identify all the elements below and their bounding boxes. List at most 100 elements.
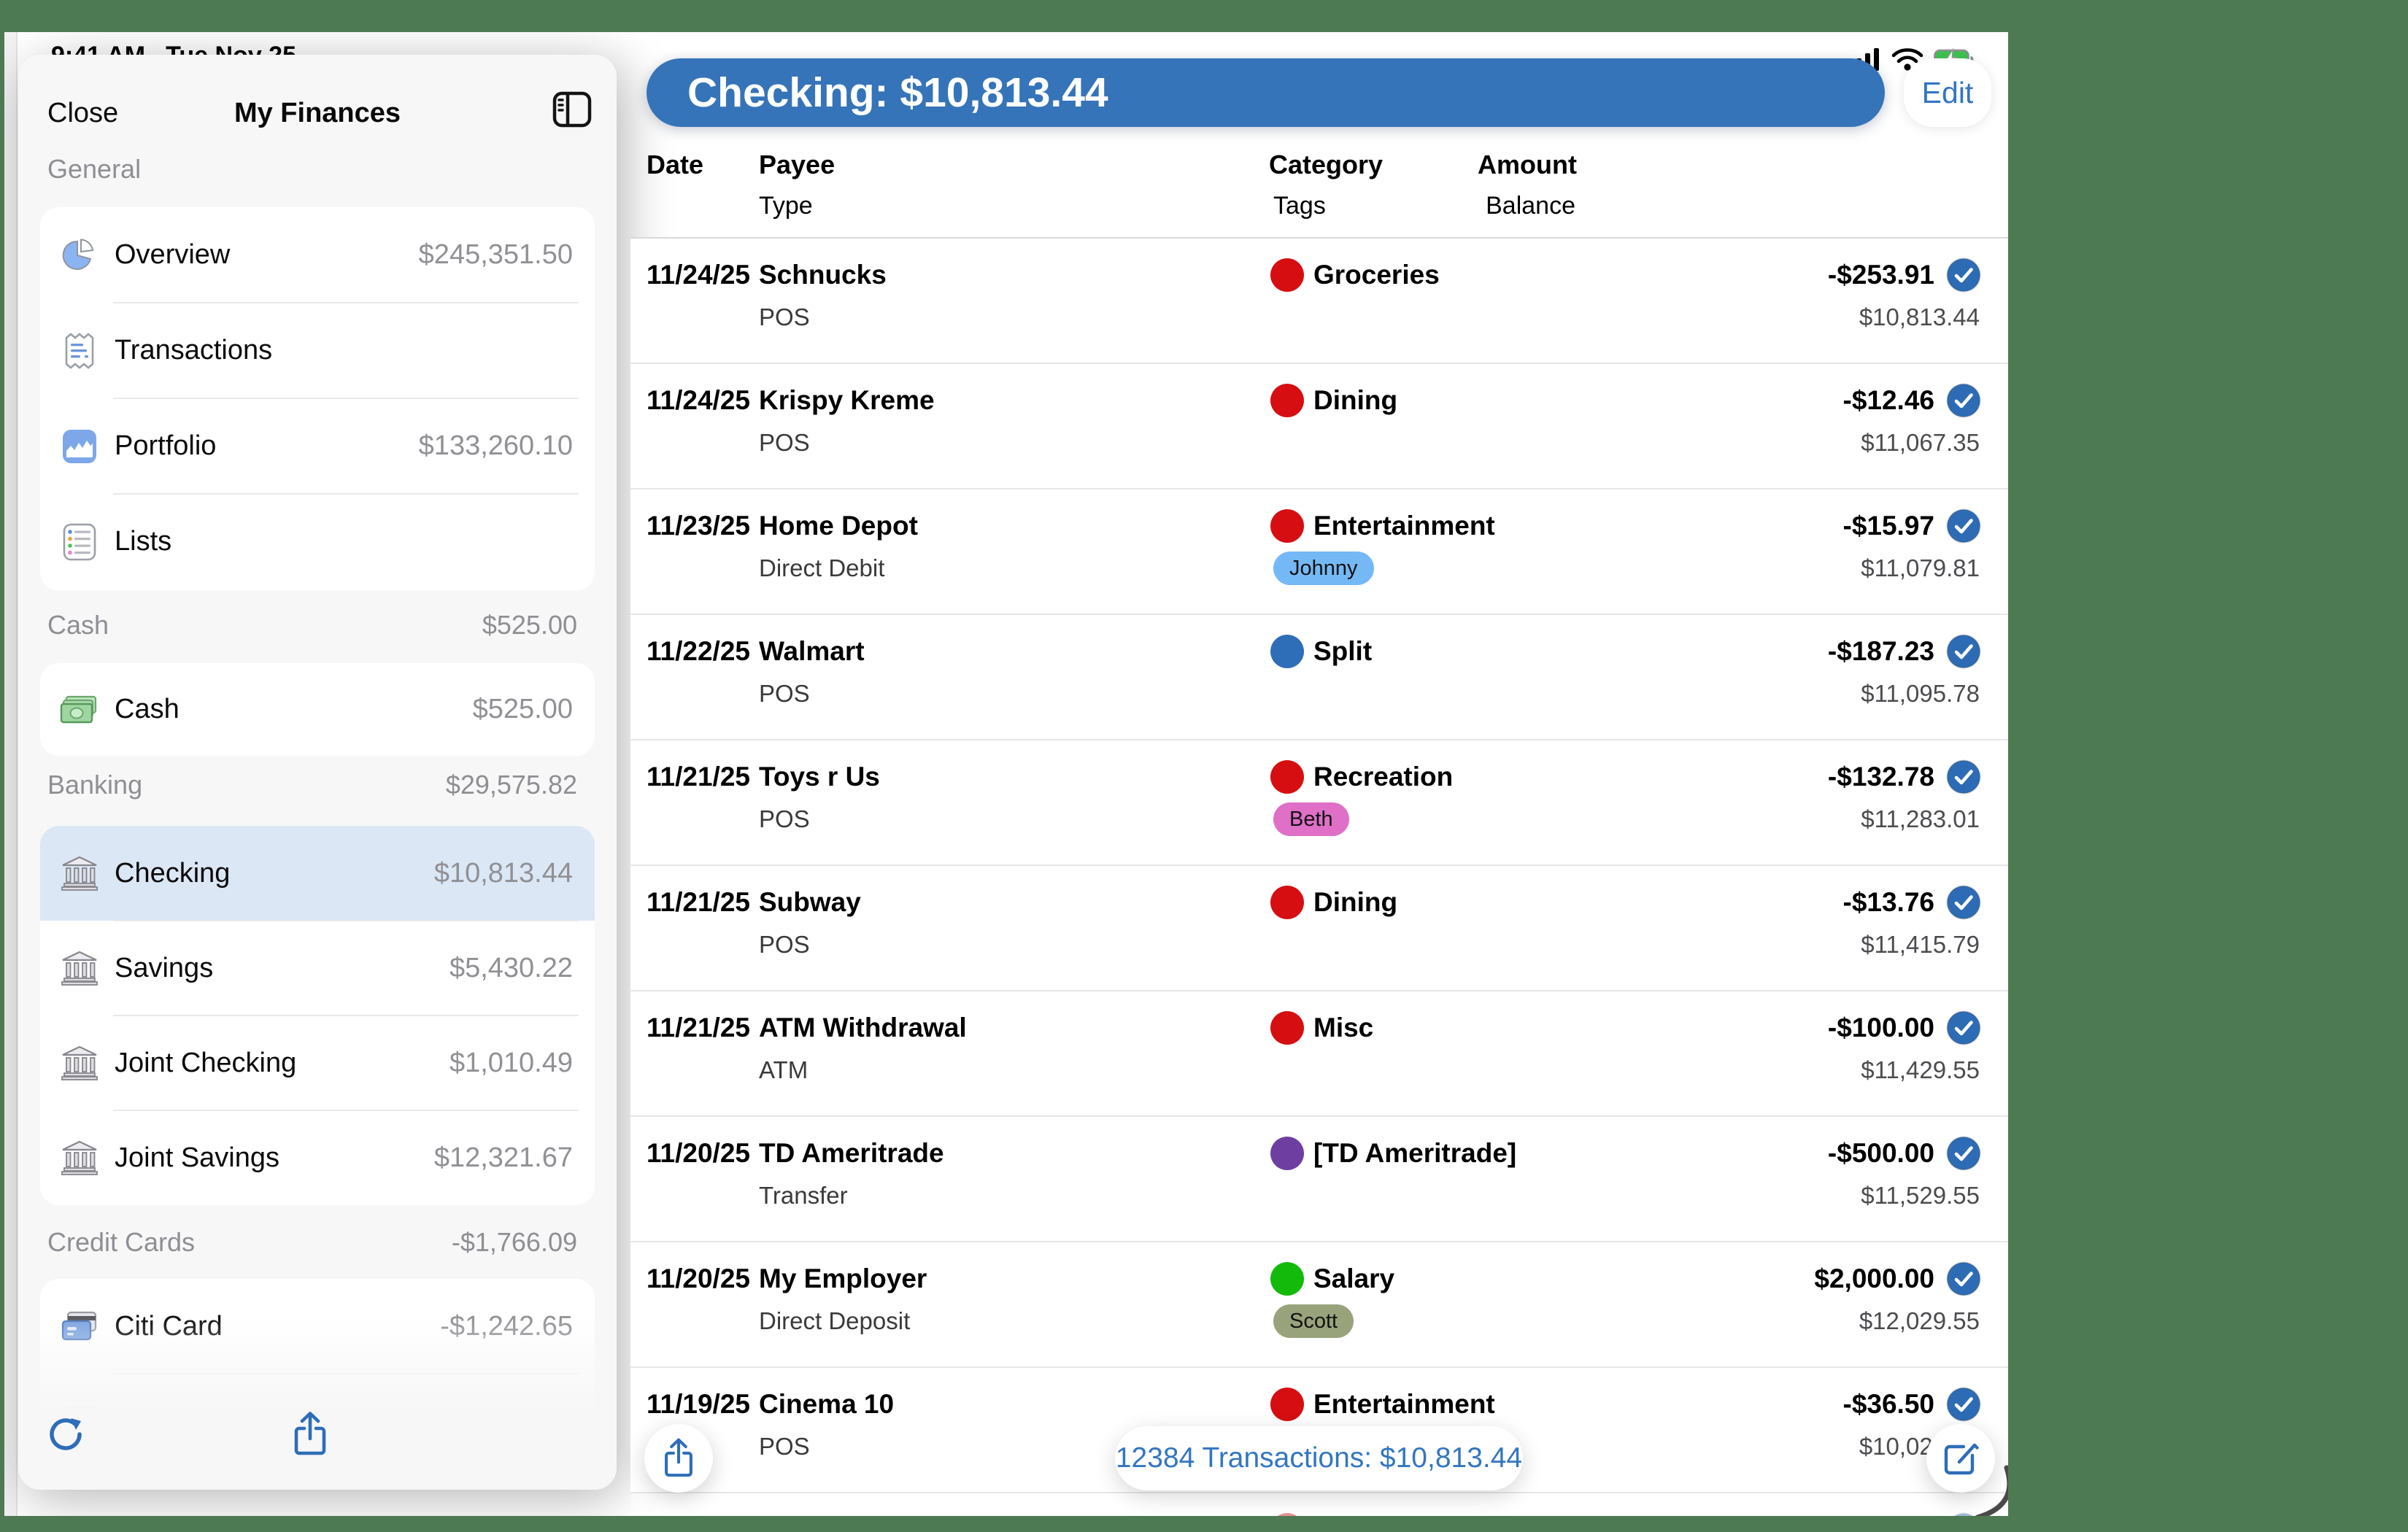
account-header-pill[interactable]: Checking: $10,813.44 <box>647 58 1885 127</box>
table-row[interactable]: 11/24/25 Krispy Kreme Dining -$12.46 POS… <box>630 364 2008 490</box>
category-dot <box>1270 1011 1304 1045</box>
bank-icon <box>59 1042 100 1083</box>
category-dot <box>1270 635 1304 668</box>
column-header-date: Date <box>647 150 704 179</box>
category-dot <box>1270 1513 1304 1516</box>
txn-type: POS <box>759 680 810 707</box>
txn-category: [TD Ameritrade] <box>1313 1138 1517 1168</box>
sidebar-item-amount: $5,430.22 <box>449 952 573 983</box>
txn-type: POS <box>759 1433 810 1460</box>
txn-payee: Home Depot <box>759 511 918 541</box>
table-row[interactable]: 11/21/25 Subway Dining -$13.76 POS $11,4… <box>630 866 2008 991</box>
sidebar-item-amount: $10,813.44 <box>433 857 573 889</box>
txn-amount: -$45.00 <box>1843 1513 1935 1516</box>
txn-tag: Johnny <box>1273 552 1374 585</box>
sidebar-item-transactions[interactable]: Transactions <box>40 302 595 398</box>
txn-category: Entertainment <box>1313 511 1495 541</box>
category-dot <box>1270 886 1304 919</box>
txn-balance: $11,079.81 <box>1861 554 1980 581</box>
category-dot <box>1270 384 1304 417</box>
cleared-check-icon[interactable] <box>1945 1512 1982 1516</box>
txn-type: ATM <box>759 1056 809 1083</box>
sidebar-item-overview[interactable]: Overview $245,351.50 <box>40 207 595 303</box>
share-button[interactable] <box>644 1424 713 1493</box>
table-row[interactable]: 11/21/25 ATM Withdrawal Misc -$100.00 AT… <box>630 991 2008 1117</box>
txn-date: 11/23/25 <box>647 511 750 541</box>
sidebar-item-lists[interactable]: Lists <box>40 493 595 589</box>
sidebar-item-portfolio[interactable]: Portfolio $133,260.10 <box>40 398 595 494</box>
txn-payee: ATM Withdrawal <box>759 1013 967 1042</box>
cleared-check-icon[interactable] <box>1945 1261 1982 1297</box>
cleared-check-icon[interactable] <box>1945 382 1982 419</box>
sidebar-item-label: Portfolio <box>115 430 217 461</box>
banknote-icon <box>59 689 100 730</box>
sidebar-group-banking: Checking $10,813.44 Savings $5,430.22 Jo… <box>40 826 595 1205</box>
section-header-banking-amount: $29,575.82 <box>445 770 577 800</box>
txn-category: Misc <box>1313 1013 1374 1042</box>
section-header-banking: Banking <box>47 770 143 800</box>
bank-icon <box>59 853 100 894</box>
transactions-summary-button[interactable]: 12384 Transactions: $10,813.44 <box>1115 1426 1523 1490</box>
sidebar-item-label: Lists <box>115 526 172 557</box>
sidebar-item-joint-savings[interactable]: Joint Savings $12,321.67 <box>40 1110 595 1205</box>
sidebar-toggle-button[interactable] <box>552 91 592 128</box>
sidebar-item-savings[interactable]: Savings $5,430.22 <box>40 920 595 1015</box>
txn-amount: -$15.97 <box>1842 511 1935 541</box>
table-row[interactable]: 11/19/25 Mobil Auto - Fuel -$45.00 <box>630 1493 2008 1516</box>
receipt-icon <box>59 330 100 371</box>
sidebar-group-general: Overview $245,351.50 Transactions Portfo… <box>40 207 595 591</box>
sidebar-item-amount: $133,260.10 <box>418 430 573 461</box>
sidebar-item-cash[interactable]: Cash $525.00 <box>40 663 595 756</box>
cleared-check-icon[interactable] <box>1945 1386 1982 1423</box>
txn-type: POS <box>759 931 810 958</box>
sidebar-item-checking[interactable]: Checking $10,813.44 <box>40 826 595 921</box>
compose-button[interactable] <box>1926 1424 1995 1493</box>
txn-category: Split <box>1313 636 1373 666</box>
sidebar-title: My Finances <box>234 98 401 128</box>
column-header-payee: Payee <box>759 150 836 179</box>
category-dot <box>1270 1388 1304 1421</box>
sidebar-item-amount: $1,010.49 <box>449 1047 573 1078</box>
table-row[interactable]: 11/20/25 TD Ameritrade [TD Ameritrade] -… <box>630 1117 2008 1242</box>
sidebar-item-label: Savings <box>115 952 214 983</box>
txn-type: POS <box>759 805 810 832</box>
cleared-check-icon[interactable] <box>1945 508 1982 544</box>
sidebar-share-button[interactable] <box>275 1399 345 1469</box>
list-icon <box>59 522 100 562</box>
txn-amount: -$13.76 <box>1842 887 1935 917</box>
refresh-button[interactable] <box>31 1399 101 1469</box>
sidebar-item-label: Joint Checking <box>115 1047 297 1078</box>
cleared-check-icon[interactable] <box>1945 759 1982 795</box>
column-header-amount: Amount <box>1478 150 1577 179</box>
txn-payee: Krispy Kreme <box>759 385 935 415</box>
txn-payee: My Employer <box>759 1264 927 1293</box>
cleared-check-icon[interactable] <box>1945 884 1982 921</box>
cleared-check-icon[interactable] <box>1945 633 1982 670</box>
edit-button[interactable]: Edit <box>1904 58 1991 127</box>
cleared-check-icon[interactable] <box>1945 257 1982 293</box>
cleared-check-icon[interactable] <box>1945 1135 1982 1172</box>
txn-payee: Mobil <box>759 1513 830 1516</box>
txn-date: 11/21/25 <box>647 1013 750 1042</box>
table-row[interactable]: 11/20/25 My Employer Salary $2,000.00 Di… <box>630 1242 2008 1368</box>
txn-amount: -$12.46 <box>1842 385 1935 415</box>
table-row[interactable]: 11/22/25 Walmart Split -$187.23 POS $11,… <box>630 615 2008 740</box>
txn-type: Transfer <box>759 1182 848 1209</box>
txn-amount: -$253.91 <box>1827 260 1934 290</box>
table-row[interactable]: 11/21/25 Toys r Us Recreation -$132.78 P… <box>630 740 2008 866</box>
wifi-icon <box>1891 47 1923 75</box>
sidebar-item-label: Cash <box>115 694 180 724</box>
close-button[interactable]: Close <box>47 98 119 128</box>
table-row[interactable]: 11/24/25 Schnucks Groceries -$253.91 POS… <box>630 239 2008 364</box>
txn-tag: Scott <box>1273 1304 1354 1338</box>
cleared-check-icon[interactable] <box>1945 1010 1982 1046</box>
txn-payee: Cinema 10 <box>759 1389 895 1419</box>
txn-amount: -$36.50 <box>1842 1389 1935 1419</box>
txn-amount: -$100.00 <box>1827 1013 1934 1042</box>
table-row[interactable]: 11/23/25 Home Depot Entertainment -$15.9… <box>630 490 2008 615</box>
txn-balance: $11,283.01 <box>1861 805 1980 832</box>
txn-date: 11/21/25 <box>647 762 750 792</box>
annotation-curve <box>1975 1465 2008 1516</box>
sidebar-item-amount: $525.00 <box>472 694 573 724</box>
sidebar-item-joint-checking[interactable]: Joint Checking $1,010.49 <box>40 1015 595 1110</box>
